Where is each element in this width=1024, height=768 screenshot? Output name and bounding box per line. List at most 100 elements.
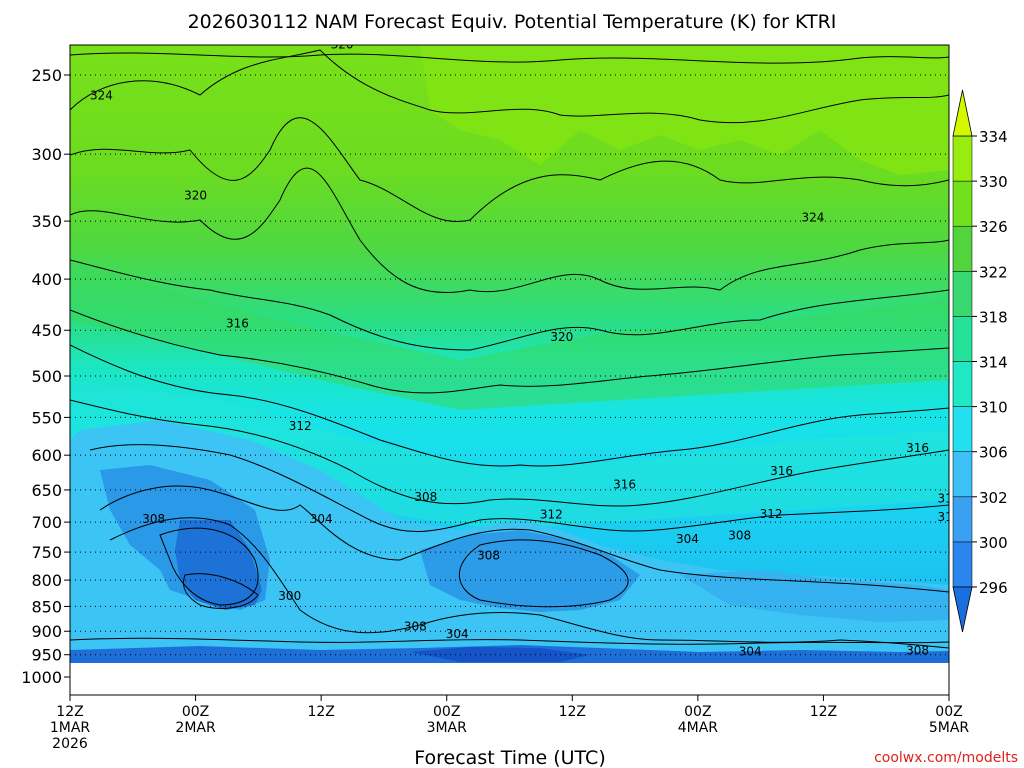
contour-line-304b xyxy=(458,539,629,608)
credit-text: coolwx.com/modelts xyxy=(874,750,1018,766)
x-tick-label: 1MAR xyxy=(50,720,91,736)
y-tick-label: 350 xyxy=(31,212,62,231)
colorbar-segment xyxy=(952,406,973,452)
contour-label: 308 xyxy=(477,549,500,563)
contour-label: 308 xyxy=(142,512,165,526)
contour-label: 316 xyxy=(226,316,249,330)
colorbar-segment xyxy=(952,135,973,182)
contour-line-surface xyxy=(70,637,949,645)
y-tick-label: 250 xyxy=(31,66,62,85)
y-tick-label: 850 xyxy=(31,597,62,616)
y-tick-label: 750 xyxy=(31,543,62,562)
colorbar-tick-label: 296 xyxy=(979,579,1008,597)
contour-line-308a xyxy=(99,485,949,593)
chart-title: 2026030112 NAM Forecast Equiv. Potential… xyxy=(188,11,837,33)
colorbar-bottom-arrow xyxy=(952,586,973,633)
contour-label: 324 xyxy=(90,88,113,102)
contour-line-300 xyxy=(183,573,259,609)
contour-label: 316 xyxy=(990,378,1013,392)
colorbar-segment xyxy=(952,541,973,588)
x-axis-title: Forecast Time (UTC) xyxy=(414,747,605,768)
colorbar-segment xyxy=(952,361,973,407)
contour-label: 320 xyxy=(184,189,207,203)
contour-line-320a xyxy=(70,167,949,294)
contour-line-316b xyxy=(70,344,949,467)
colorbar-tick-label: 334 xyxy=(979,128,1008,146)
contour-label: 316 xyxy=(906,441,929,455)
contour-label: 304 xyxy=(676,532,699,546)
y-tick-label: 900 xyxy=(31,622,62,641)
x-tick-label: 3MAR xyxy=(427,720,468,736)
x-tick-label: 4MAR xyxy=(678,720,719,736)
x-tick-label: 12Z xyxy=(307,704,334,720)
contour-line-312a xyxy=(70,399,949,507)
colorbar-segment xyxy=(952,225,973,272)
colorbar-tick-label: 300 xyxy=(979,534,1008,552)
mid-green-band xyxy=(70,260,949,410)
colorbar-segment xyxy=(952,451,973,498)
x-tick-label: 12Z xyxy=(56,704,83,720)
colorbar-tick-label: 302 xyxy=(979,489,1008,507)
x-tick-label: 00Z xyxy=(935,704,962,720)
dark-blue-core-west xyxy=(175,520,262,610)
plot-frame xyxy=(69,44,950,696)
contour-label: 312 xyxy=(540,508,563,522)
contour-line-320b xyxy=(70,259,949,351)
contour-label: 320 xyxy=(550,330,573,344)
upper-light-green-region xyxy=(420,45,949,175)
contour-label: 324 xyxy=(802,210,825,224)
plot-area: 3283283203243203243203163203163123163163… xyxy=(70,37,1013,695)
contour-line-324b xyxy=(70,117,949,223)
y-tick-label: 1000 xyxy=(21,668,62,687)
contour-labels: 3283283203243203243203163203163123163163… xyxy=(90,37,1013,659)
contour-label: 304 xyxy=(739,645,762,659)
x-tick-label: 2MAR xyxy=(175,720,216,736)
x-tick-label: 00Z xyxy=(684,704,711,720)
contour-line-328 xyxy=(70,52,949,64)
colorbar-top-arrow xyxy=(952,89,973,137)
y-axis: 250 300 350 400 450 500 550 600 650 700 750 800 850 9… xyxy=(21,66,70,687)
contour-label: 316 xyxy=(770,464,793,478)
y-tick-label: 800 xyxy=(31,571,62,590)
contour-label: 320 xyxy=(331,37,354,51)
y-tick-label: 450 xyxy=(31,321,62,340)
cyan-mid-band xyxy=(70,380,949,530)
contour-label: 312 xyxy=(938,510,961,524)
x-tick-label: 00Z xyxy=(182,704,209,720)
colorbar-segment xyxy=(952,180,973,227)
contour-label: 316 xyxy=(938,492,961,506)
contour-label: 304 xyxy=(446,627,469,641)
colorbar-tick-label: 314 xyxy=(979,354,1008,372)
field-patches xyxy=(70,45,949,663)
x-tick-label: 12Z xyxy=(559,704,586,720)
contour-line-324a xyxy=(70,49,949,124)
colorbar-segment xyxy=(952,271,973,317)
colorbar-tick-label: 326 xyxy=(979,218,1008,236)
colorbar-tick-label: 330 xyxy=(979,173,1008,191)
y-tick-label: 600 xyxy=(31,446,62,465)
colorbar-tick-label: 310 xyxy=(979,399,1008,417)
contour-label: 316 xyxy=(613,478,636,492)
contour-label: 312 xyxy=(760,507,783,521)
contour-label: 304 xyxy=(310,512,333,526)
y-tick-label: 550 xyxy=(31,408,62,427)
y-tick-label: 300 xyxy=(31,145,62,164)
contour-label: 308 xyxy=(728,529,751,543)
colorbar-tick-label: 318 xyxy=(979,308,1008,326)
x-tick-label: 2026 xyxy=(52,736,88,752)
colorbar-segment xyxy=(952,316,973,362)
x-tick-label: 5MAR xyxy=(929,720,970,736)
blue-pocket-central xyxy=(420,530,640,612)
contour-lines xyxy=(70,49,949,649)
y-tick-label: 700 xyxy=(31,513,62,532)
colorbar-segment xyxy=(952,496,973,543)
colorbar-tick-label: 322 xyxy=(979,263,1008,281)
contour-label: 312 xyxy=(289,419,312,433)
contour-label: 308 xyxy=(414,490,437,504)
terrain-layer xyxy=(70,663,949,695)
x-tick-label: 00Z xyxy=(433,704,460,720)
contour-line-316a xyxy=(70,309,949,394)
y-tick-label: 500 xyxy=(31,367,62,386)
contour-label: 300 xyxy=(278,589,301,603)
